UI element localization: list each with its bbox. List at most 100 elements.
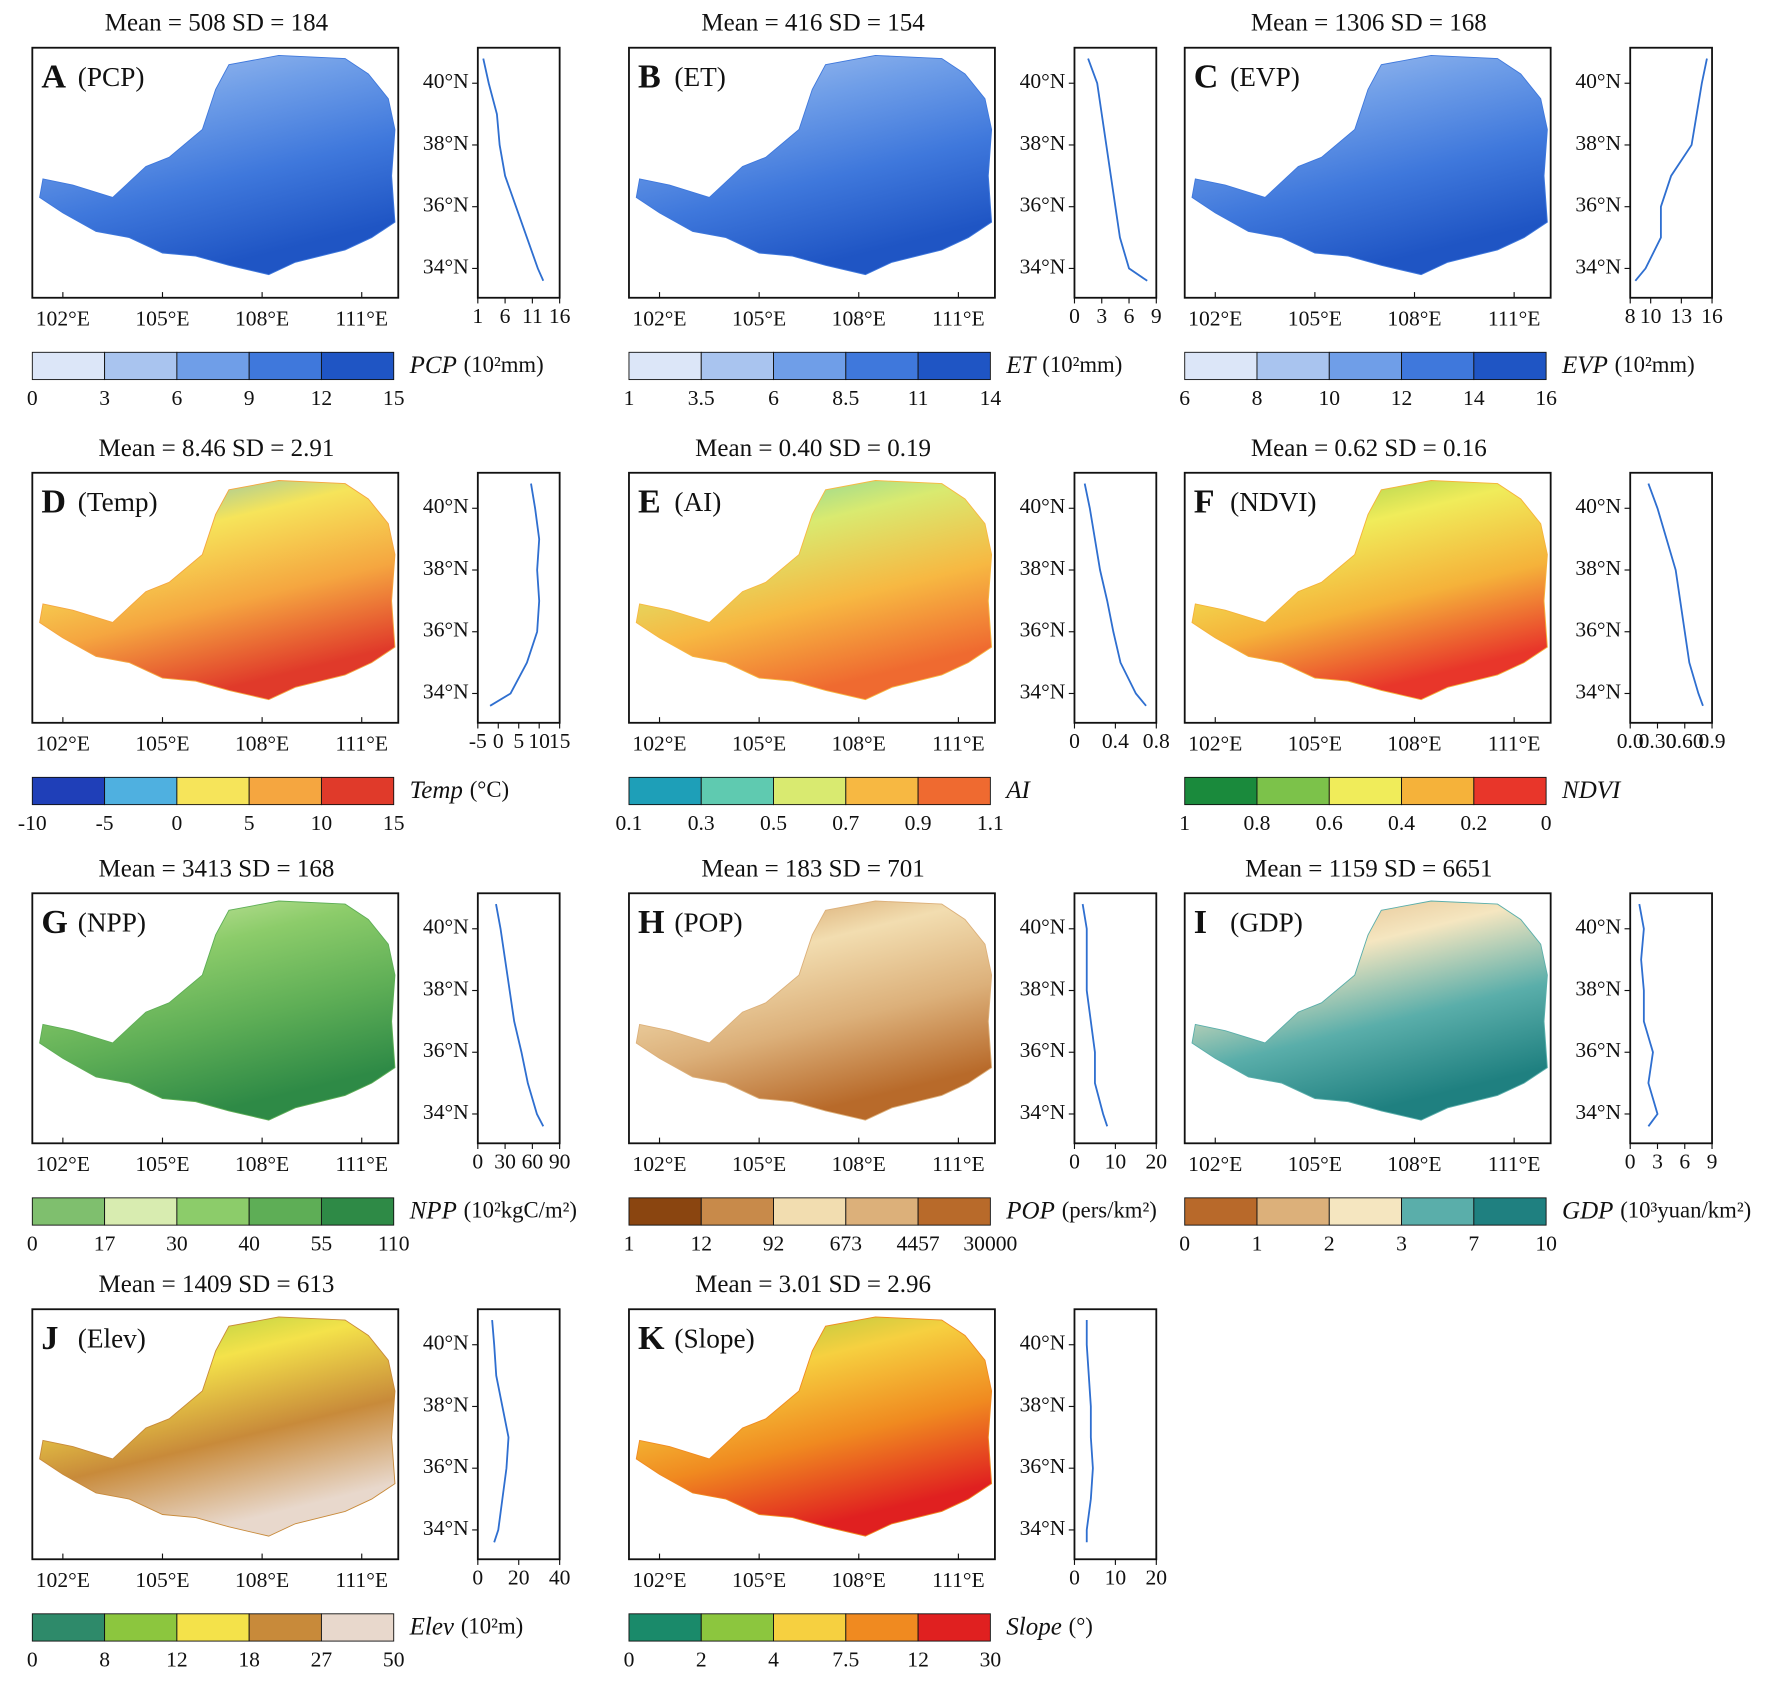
lat-tick-label: 36°N bbox=[423, 618, 469, 642]
colorbar-swatch bbox=[845, 776, 919, 806]
lat-tick-label: 34°N bbox=[1020, 1516, 1066, 1540]
map-x-tick-label: 108°E bbox=[832, 1152, 886, 1176]
profile-x-tick-label: 90 bbox=[549, 1150, 571, 1174]
map-x-tick-label: 111°E bbox=[335, 306, 388, 330]
profile-line bbox=[1647, 483, 1704, 707]
lat-tick-label: 40°N bbox=[1020, 1331, 1066, 1355]
profile-line bbox=[495, 903, 545, 1127]
colorbar-tick-label: 30 bbox=[980, 1647, 1002, 1671]
colorbar-swatch bbox=[1328, 776, 1403, 806]
colorbar-tick-label: 673 bbox=[830, 1232, 862, 1256]
map-x-tick-label: 102°E bbox=[36, 731, 90, 755]
map-x-tick-label: 108°E bbox=[1387, 306, 1441, 330]
map-x-tick-label: 105°E bbox=[1288, 1152, 1342, 1176]
map-frame bbox=[628, 892, 996, 1145]
colorbar-tick-label: 0 bbox=[27, 1232, 38, 1256]
colorbar-swatch bbox=[104, 776, 178, 806]
profile-x-tick-label: 30 bbox=[494, 1150, 516, 1174]
profile-x-tick-label: 6 bbox=[1679, 1150, 1690, 1174]
profile-x-tick-label: 60 bbox=[522, 1150, 544, 1174]
lat-tick-label: 34°N bbox=[1575, 1100, 1621, 1124]
map-region bbox=[1191, 54, 1548, 276]
profile-x-tick-label: 3 bbox=[1096, 304, 1107, 328]
profile-line bbox=[1083, 483, 1147, 707]
colorbar-tick-label: 12 bbox=[1391, 386, 1413, 410]
profile-x-tick-label: 0 bbox=[1069, 1566, 1080, 1590]
lat-tick-label: 38°N bbox=[1575, 976, 1621, 1000]
map-x-tick-label: 108°E bbox=[1387, 1152, 1441, 1176]
map-frame bbox=[628, 471, 996, 724]
map-frame bbox=[31, 1308, 400, 1561]
map-x-tick-label: 108°E bbox=[235, 1568, 289, 1592]
colorbar-swatch bbox=[31, 351, 106, 381]
profile-x-tick-label: 20 bbox=[508, 1566, 530, 1590]
profile-x-tick-label: 10 bbox=[1640, 304, 1662, 328]
colorbar-swatch bbox=[700, 351, 774, 381]
map-region bbox=[635, 54, 993, 276]
colorbar-tick-label: 5 bbox=[244, 811, 255, 835]
profile-x-tick-label: 20 bbox=[1146, 1150, 1168, 1174]
profile-line bbox=[491, 1319, 510, 1543]
panel-name: (Elev) bbox=[78, 1323, 146, 1353]
profile-x-tick-label: 0 bbox=[472, 1150, 483, 1174]
colorbar-swatch bbox=[104, 1613, 178, 1642]
colorbar-swatch bbox=[917, 1613, 991, 1642]
lat-tick-label: 40°N bbox=[423, 1331, 469, 1355]
profile-x-tick-label: 20 bbox=[1146, 1566, 1168, 1590]
map-x-tick-label: 108°E bbox=[1387, 731, 1441, 755]
colorbar-tick-label: 0 bbox=[27, 1647, 38, 1671]
colorbar-tick-label: 14 bbox=[980, 386, 1002, 410]
lat-tick-label: 36°N bbox=[1020, 1038, 1066, 1062]
colorbar-tick-label: 12 bbox=[907, 1647, 929, 1671]
colorbar-variable: ET bbox=[1005, 352, 1037, 379]
map-x-tick-label: 111°E bbox=[335, 1152, 388, 1176]
map-x-tick-label: 108°E bbox=[832, 731, 886, 755]
profile-line bbox=[482, 58, 545, 282]
colorbar-tick-label: 0.1 bbox=[615, 811, 642, 835]
lat-tick-label: 40°N bbox=[423, 69, 469, 93]
lat-tick-label: 38°N bbox=[423, 556, 469, 580]
colorbar-tick-label: 4 bbox=[768, 1647, 779, 1671]
profile-x-tick-label: 0 bbox=[493, 729, 504, 753]
profile-line bbox=[1087, 58, 1148, 282]
lat-tick-label: 40°N bbox=[1020, 915, 1066, 939]
colorbar-label: ET (10²mm) bbox=[1005, 352, 1122, 379]
colorbar-tick-label: 0 bbox=[1179, 1232, 1190, 1256]
colorbar-swatch bbox=[700, 1613, 774, 1642]
colorbar-unit: (°) bbox=[1069, 1614, 1093, 1639]
map-x-tick-label: 102°E bbox=[1188, 1152, 1242, 1176]
colorbar-swatch bbox=[773, 1613, 847, 1642]
lat-tick-label: 34°N bbox=[423, 1516, 469, 1540]
colorbar-tick-label: 10 bbox=[1535, 1232, 1557, 1256]
lat-tick-label: 40°N bbox=[1575, 915, 1621, 939]
profile-x-tick-label: 11 bbox=[522, 304, 543, 328]
panel-letter: A bbox=[41, 58, 66, 95]
panel-name: (AI) bbox=[674, 487, 721, 517]
profile-x-tick-label: 9 bbox=[1707, 1150, 1718, 1174]
lat-tick-label: 38°N bbox=[1575, 131, 1621, 155]
colorbar-swatch bbox=[845, 1613, 919, 1642]
profile-x-tick-label: 0 bbox=[1625, 1150, 1636, 1174]
profile-x-tick-label: 10 bbox=[528, 729, 550, 753]
map-x-tick-label: 108°E bbox=[832, 306, 886, 330]
panel-name: (NDVI) bbox=[1230, 487, 1316, 517]
lat-tick-label: 38°N bbox=[1020, 131, 1066, 155]
map-x-tick-label: 111°E bbox=[932, 306, 985, 330]
colorbar-tick-label: 2 bbox=[1324, 1232, 1335, 1256]
lat-tick-label: 38°N bbox=[423, 1392, 469, 1416]
panel-name: (Temp) bbox=[78, 487, 158, 517]
profile-frame bbox=[1073, 471, 1158, 724]
panel-letter: I bbox=[1194, 904, 1207, 941]
map-x-tick-label: 102°E bbox=[632, 731, 686, 755]
profile-line bbox=[1634, 58, 1708, 282]
lat-tick-label: 38°N bbox=[1020, 1392, 1066, 1416]
profile-x-tick-label: 40 bbox=[549, 1566, 571, 1590]
profile-x-tick-label: 13 bbox=[1671, 304, 1693, 328]
colorbar-swatch bbox=[700, 1197, 774, 1226]
map-region bbox=[39, 900, 396, 1121]
colorbar-swatch bbox=[1473, 1197, 1547, 1226]
lat-tick-label: 38°N bbox=[423, 131, 469, 155]
profile-x-tick-label: 16 bbox=[1701, 304, 1723, 328]
colorbar-swatch bbox=[1401, 1197, 1475, 1226]
profile-x-tick-label: 10 bbox=[1105, 1150, 1127, 1174]
